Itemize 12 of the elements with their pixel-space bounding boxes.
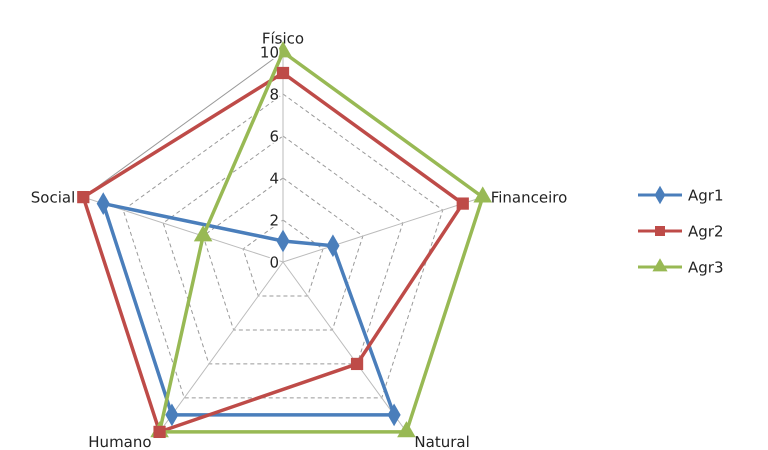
y-tick-label: 8 [269,85,279,104]
y-tick-label: 6 [269,127,279,146]
y-tick-label: 4 [269,169,279,188]
y-tick-label: 2 [269,211,279,230]
spoke-label: Natural [414,433,470,450]
legend-label: Agr2 [688,222,724,240]
legend-label: Agr1 [688,186,724,204]
legend-label: Agr3 [688,258,724,276]
y-tick-label: 0 [269,253,279,272]
spoke-label: Financeiro [490,188,568,206]
spoke-label: Humano [88,433,152,450]
spoke-label: Social [30,188,76,206]
